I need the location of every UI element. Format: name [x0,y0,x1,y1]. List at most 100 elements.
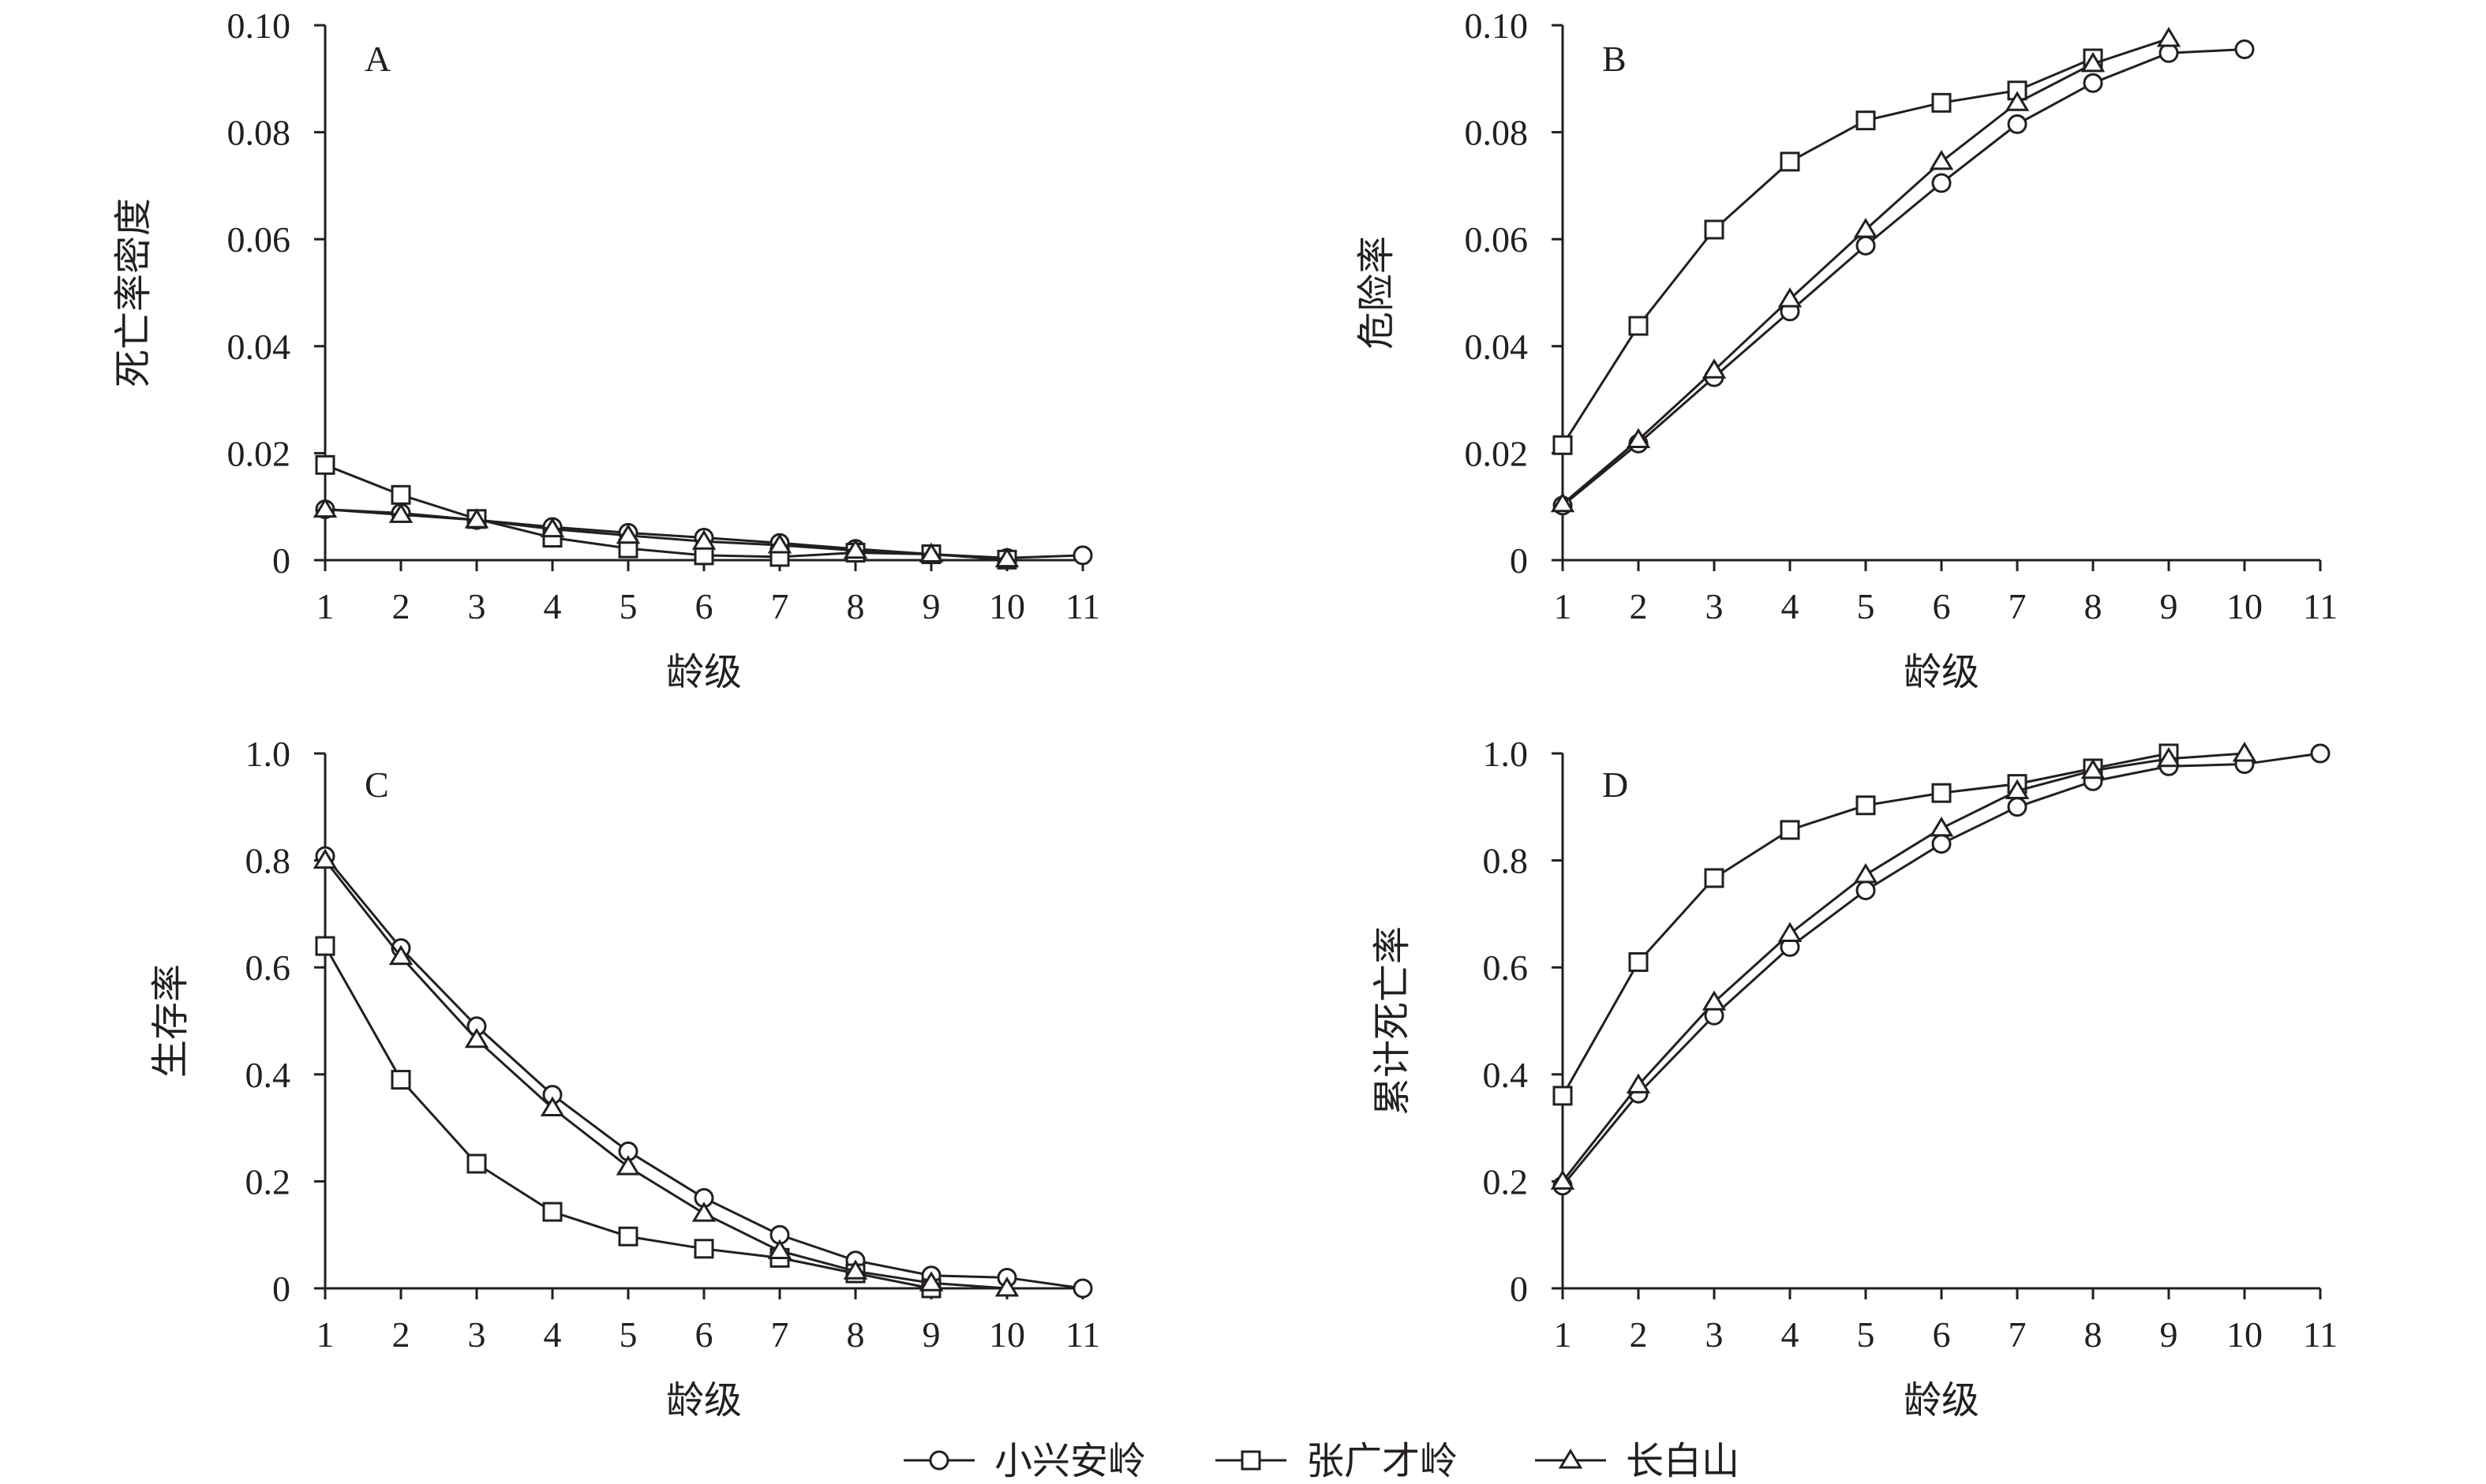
x-tick-label: 8 [2084,586,2102,626]
x-tick-label: 9 [2160,1314,2178,1355]
x-tick-label: 7 [771,586,789,626]
data-point-square [542,1202,563,1222]
x-tick-label: 4 [1781,1314,1799,1355]
x-tick-label: 1 [1554,1314,1572,1355]
data-point-triangle [1626,1073,1651,1093]
x-tick-label: 9 [2160,586,2178,626]
series-line [324,855,1084,1290]
x-tick-label: 3 [468,1314,486,1355]
legend-marker-circle [929,1450,949,1471]
data-point-triangle [1853,218,1878,238]
x-axis-title: 龄级 [666,652,742,693]
x-tick-label: 1 [1554,586,1572,626]
data-point-triangle [919,1271,944,1291]
data-point-triangle [2156,746,2181,768]
chart-panel-a: 0 0.02 0.04 0.06 0.08 0.10 1 2 3 4 5 6 7 8 9 10 11 A 龄级 死亡率… [113,6,1100,693]
series-line [1562,37,2170,505]
x-tick-label: 6 [1933,586,1951,626]
x-tick-label: 8 [847,1314,865,1355]
legend-label: 长白山 [1626,1441,1739,1482]
x-tick-label: 5 [620,586,638,626]
x-tick-label: 7 [2009,586,2027,626]
data-point-square [315,454,335,475]
x-tick-label: 10 [989,1314,1025,1355]
data-point-circle [2083,73,2103,93]
y-axis-title: 生存率 [150,964,192,1078]
data-point-triangle [1929,149,1954,170]
x-tick-label: 4 [544,1314,562,1355]
legend-label: 小兴安岭 [994,1441,1146,1482]
legend-marker-triangle [1558,1448,1583,1469]
data-point-triangle [843,538,868,559]
series-triangle [313,848,1020,1297]
x-tick-label: 7 [2009,1314,2027,1355]
series-line [1561,57,2094,447]
x-tick-label: 2 [392,586,410,626]
series-square [1552,743,2179,1106]
data-point-triangle [2005,779,2030,799]
series-square [1552,48,2103,455]
data-point-circle [2158,43,2179,63]
y-tick-label: 1.0 [1483,734,1529,774]
legend-marker-square [1241,1450,1261,1471]
data-point-triangle [388,944,414,966]
chart-panel-c: 0 0.2 0.4 0.6 0.8 1.0 1 2 3 4 5 6 7 8 9 10 11 C 龄级 生存率 [150,734,1100,1422]
y-tick-label: 0.2 [1483,1161,1529,1202]
data-point-square [1704,219,1724,240]
x-tick-label: 5 [1857,1314,1875,1355]
chart-panel-b: 0 0.02 0.04 0.06 0.08 0.10 1 2 3 4 5 6 7 8 9 10 11 B 龄级 危险率 [1356,6,2338,693]
y-tick-label: 0 [272,1269,290,1309]
data-point-triangle [1626,428,1651,448]
x-tick-label: 5 [1857,586,1875,626]
y-tick-label: 0.06 [227,219,291,260]
data-point-square [1628,316,1649,336]
y-tick-label: 0.08 [227,113,291,153]
x-tick-label: 2 [1630,586,1648,626]
data-point-square [1855,110,1876,131]
data-point-triangle [1777,921,1803,942]
data-point-triangle [691,529,717,550]
y-tick-label: 0.08 [1465,113,1529,153]
x-tick-label: 9 [923,586,941,626]
y-tick-label: 0.04 [227,327,291,367]
data-point-circle [2310,743,2331,764]
data-point-triangle [388,503,414,523]
series-square [315,936,942,1299]
x-tick-label: 9 [923,1314,941,1355]
x-tick-label: 5 [620,1314,638,1355]
data-point-triangle [1702,990,1727,1011]
data-point-circle [1931,834,1952,854]
data-point-square [1552,1086,1573,1106]
series-line [1562,48,2245,507]
data-point-triangle [994,1277,1020,1297]
data-point-triangle [1853,862,1878,884]
data-point-triangle [691,1202,717,1222]
data-point-circle [1931,173,1952,193]
series-triangle [1550,27,2181,513]
x-tick-label: 2 [1630,1314,1648,1355]
data-point-square [618,1226,638,1247]
x-tick-label: 3 [1705,586,1724,626]
data-point-square [391,484,411,505]
chart-legend: 小兴安岭 张广才岭 长白山 [904,1441,1739,1482]
series-line [324,463,1008,561]
x-tick-label: 8 [2084,1314,2102,1355]
data-point-square [466,1153,487,1174]
data-point-square [1704,868,1724,888]
series-line [1561,752,2245,1183]
panel-label: C [365,764,389,805]
x-tick-label: 3 [1705,1314,1724,1355]
y-tick-label: 0.10 [227,6,291,46]
data-point-triangle [1702,358,1727,379]
x-tick-label: 4 [544,586,562,626]
legend-item: 小兴安岭 [904,1441,1146,1482]
y-tick-label: 0.6 [1483,948,1529,988]
y-axis-title: 危险率 [1356,236,1398,350]
chart-panel-d: 0 0.2 0.4 0.6 0.8 1.0 1 2 3 4 5 6 7 8 9 10 11 D 龄级 累计死亡率 [1372,734,2338,1422]
data-point-circle [1855,880,1876,901]
x-tick-label: 2 [392,1314,410,1355]
data-point-triangle [2232,742,2257,762]
series-circle [315,846,1093,1299]
y-axis-title: 累计死亡率 [1372,926,1413,1116]
data-point-triangle [540,517,565,538]
